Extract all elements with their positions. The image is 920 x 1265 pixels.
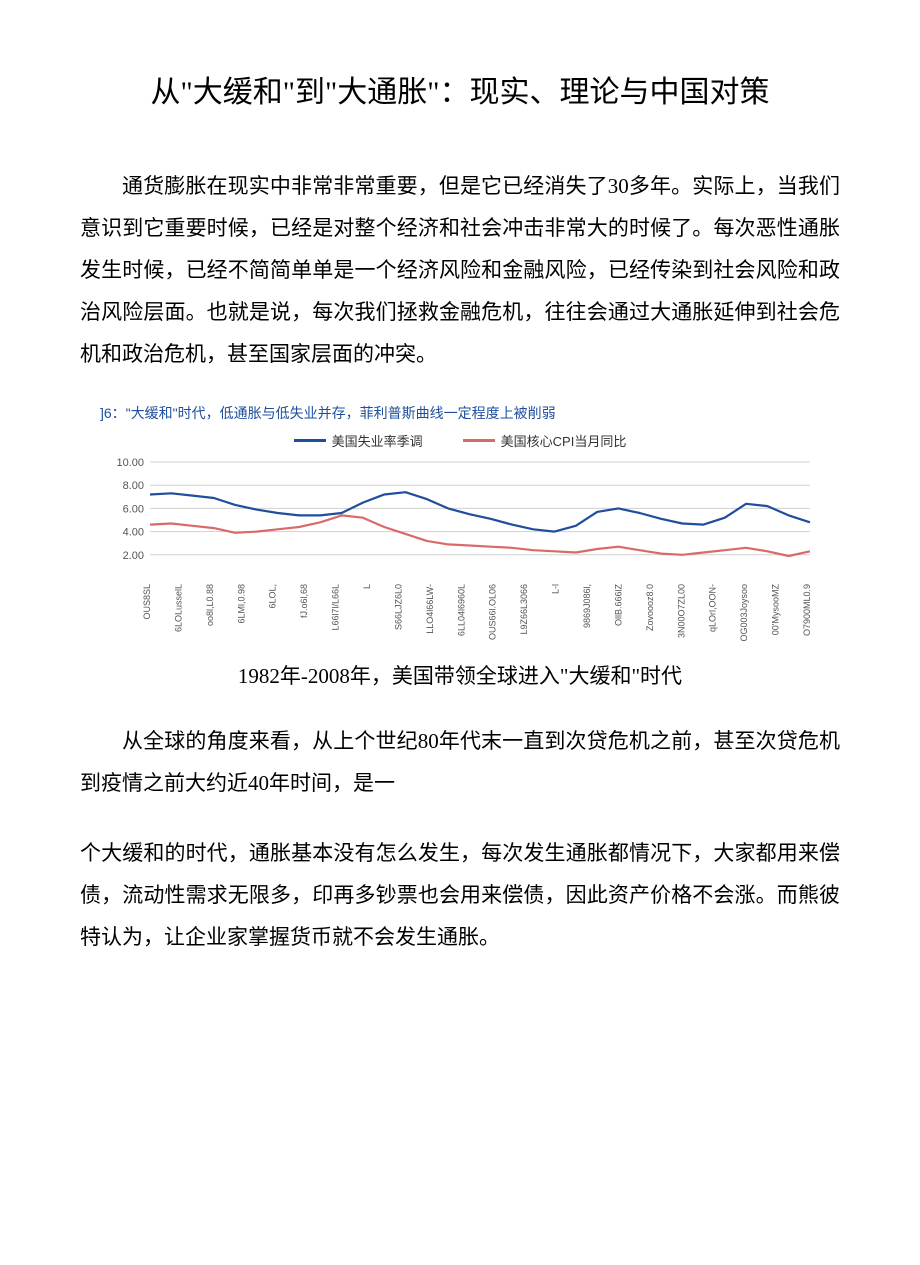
page-title: 从"大缓和"到"大通胀"：现实、理论与中国对策 [80,70,840,115]
svg-text:LLO4l66LW-: LLO4l66LW- [425,584,435,634]
svg-text:OllB.666lZ: OllB.666lZ [613,584,623,627]
svg-text:6.00: 6.00 [123,503,144,515]
svg-text:L: L [362,584,372,589]
chart-legend: 美国失业率季调 美国核心CPI当月同比 [80,431,840,450]
paragraph-2: 从全球的角度来看，从上个世纪80年代末一直到次贷危机之前，甚至次贷危机到疫情之前… [80,720,840,804]
legend-label-2: 美国核心CPI当月同比 [501,431,627,450]
svg-text:3N00O7ZL00: 3N00O7ZL00 [676,584,686,638]
svg-text:6LOLusselL: 6LOLusselL [173,584,183,632]
svg-text:8.00: 8.00 [123,480,144,492]
paragraph-1: 通货膨胀在现实中非常非常重要，但是它已经消失了30多年。实际上，当我们意识到它重… [80,165,840,375]
svg-text:6LOL,: 6LOL, [268,584,278,609]
svg-text:4.00: 4.00 [123,527,144,539]
svg-text:6LL04l6960L: 6LL04l6960L [456,584,466,636]
svg-text:O7900ML0.9: O7900ML0.9 [802,584,812,636]
svg-text:6LMl,0.98: 6LMl,0.98 [236,584,246,624]
svg-text:L9Z66L3066: L9Z66L3066 [519,584,529,635]
svg-text:9869J086l,: 9869J086l, [582,584,592,628]
svg-text:OUS8SL: OUS8SL [142,584,152,620]
svg-text:00'MysooMZ: 00'MysooMZ [771,584,781,636]
svg-text:L66l7l/L66L: L66l7l/L66L [331,584,341,631]
legend-label-1: 美国失业率季调 [332,431,423,450]
svg-text:10.00: 10.00 [116,457,144,469]
legend-item-2: 美国核心CPI当月同比 [463,431,627,450]
line-chart: 2.00 4.00 6.00 8.00 10.00 OUS8SL 6LOLusselL oo8… [100,456,820,656]
svg-text:2.00: 2.00 [123,550,144,562]
legend-item-1: 美国失业率季调 [294,431,423,450]
svg-text:OUS66l.OL06: OUS66l.OL06 [488,584,498,640]
svg-text:oo8l,L0.88: oo8l,L0.88 [205,584,215,626]
svg-text:qLOrl,OON-: qLOrl,OON- [708,584,718,632]
chart-caption: 1982年-2008年，美国带领全球进入"大缓和"时代 [80,660,840,690]
svg-text:OG003Joysoo: OG003Joysoo [739,584,749,642]
legend-swatch-2 [463,439,495,442]
svg-text:L-l: L-l [551,584,561,594]
svg-text:S66LJZ6L0: S66LJZ6L0 [393,584,403,630]
chart-container: ]6："大缓和"时代，低通胀与低失业并存，菲利普斯曲线一定程度上被削弱 美国失业… [80,403,840,690]
legend-swatch-1 [294,439,326,442]
svg-text:Zovoooz8.0: Zovoooz8.0 [645,584,655,631]
paragraph-3: 个大缓和的时代，通胀基本没有怎么发生，每次发生通胀都情况下，大家都用来偿债，流动… [80,832,840,958]
svg-text:fJ.o6l,68: fJ.o6l,68 [299,584,309,618]
chart-heading: ]6："大缓和"时代，低通胀与低失业并存，菲利普斯曲线一定程度上被削弱 [80,403,840,423]
